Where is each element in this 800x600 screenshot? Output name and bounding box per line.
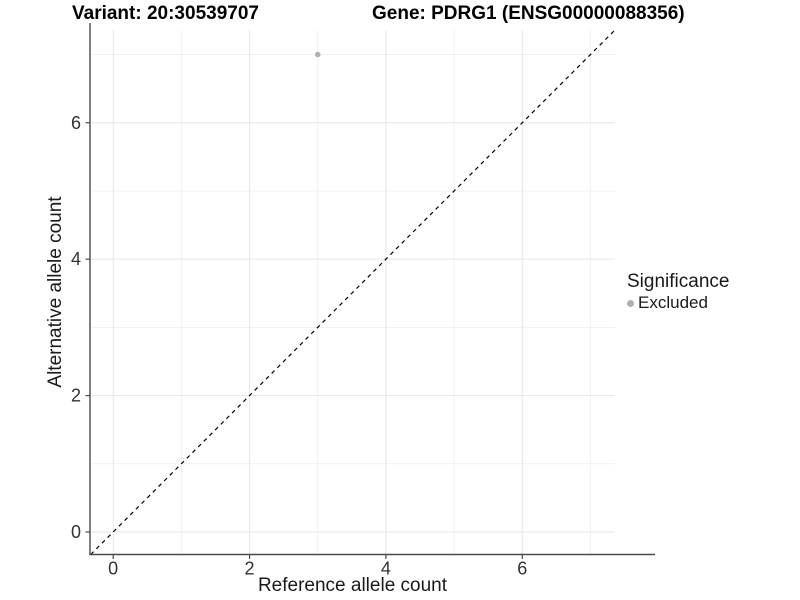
y-tick-label: 4 (71, 249, 81, 269)
y-tick-label: 2 (71, 386, 81, 406)
data-point (314, 51, 321, 58)
plot-title-variant: Variant: 20:30539707 (72, 3, 259, 24)
identity-dashed-line (90, 29, 616, 555)
legend-item-label: Excluded (638, 293, 708, 312)
x-tick-label: 6 (517, 559, 527, 579)
x-axis-title: Reference allele count (257, 575, 448, 596)
legend: Significance Excluded (627, 272, 729, 313)
y-axis-title: Alternative allele count (45, 196, 66, 388)
legend-point-icon (627, 299, 634, 307)
x-tick-label: 0 (108, 559, 118, 579)
x-tick-label: 4 (381, 559, 391, 579)
y-tick-label: 0 (71, 522, 81, 542)
legend-title: Significance (627, 271, 730, 292)
legend-item-excluded: Excluded (627, 293, 729, 313)
y-tick-label: 6 (71, 113, 81, 133)
plot-title-gene: Gene: PDRG1 (ENSG00000088356) (372, 3, 685, 24)
x-tick-label: 2 (245, 559, 255, 579)
